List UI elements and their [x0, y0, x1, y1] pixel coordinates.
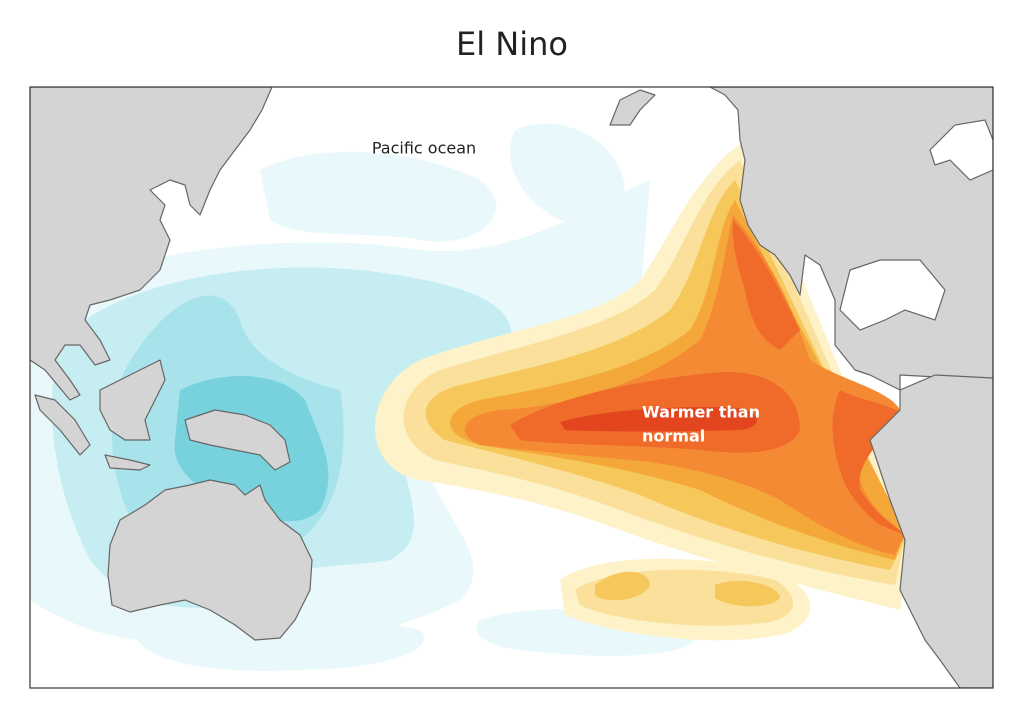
map-title: El Nino [456, 25, 568, 63]
ocean-label: Pacific ocean [372, 139, 476, 158]
map-frame [29, 86, 994, 689]
warm-label: normal [642, 427, 705, 446]
land [30, 87, 993, 688]
warm-label: Warmer than [642, 403, 760, 422]
map-body [30, 87, 993, 688]
